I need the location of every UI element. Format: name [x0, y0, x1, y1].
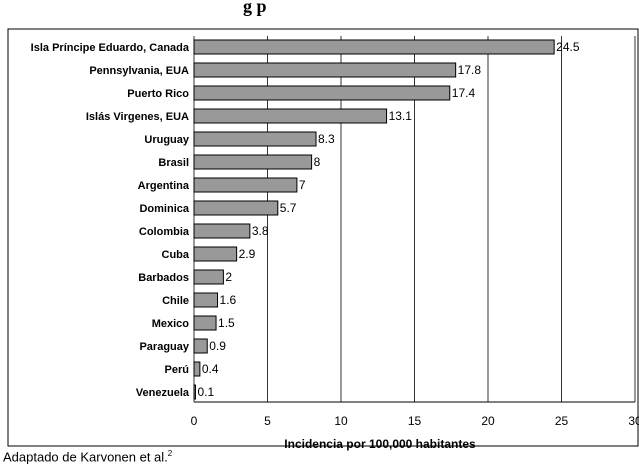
value-label: 17.8 [458, 63, 482, 77]
category-label: Uruguay [144, 134, 190, 146]
bar [193, 39, 555, 55]
x-axis-title: Incidencia por 100,000 habitantes [284, 437, 476, 451]
category-label: Islás Virgenes, EUA [86, 111, 189, 123]
x-tick-label: 5 [264, 414, 271, 428]
bar [193, 246, 238, 262]
bar [193, 200, 279, 216]
value-label: 5.7 [280, 201, 297, 215]
value-label: 1.5 [218, 316, 235, 330]
bar [193, 315, 217, 331]
x-tick-label: 20 [481, 414, 495, 428]
category-label: Brasil [158, 157, 189, 169]
plot-frame [7, 28, 639, 447]
value-label: 0.9 [209, 339, 226, 353]
bar [193, 384, 196, 400]
source-note: Adaptado de Karvonen et al.2 [3, 449, 172, 464]
value-label: 0.4 [202, 362, 219, 376]
category-label: Argentina [138, 180, 190, 192]
bar [193, 292, 219, 308]
bars [193, 39, 555, 400]
value-label: 1.6 [220, 293, 237, 307]
value-label: 0.1 [197, 385, 214, 399]
category-label: Cuba [162, 249, 190, 261]
value-label: 2 [225, 270, 232, 284]
bar [193, 177, 298, 193]
value-label: 13.1 [389, 109, 413, 123]
bar [193, 361, 201, 377]
category-label: Isla Príncipe Eduardo, Canada [31, 42, 190, 54]
x-tick-label: 10 [334, 414, 348, 428]
value-label: 17.4 [452, 86, 476, 100]
category-labels: Isla Príncipe Eduardo, Canada Pennsylvani… [31, 42, 190, 399]
category-label: Perú [165, 364, 189, 376]
x-tick-label: 0 [191, 414, 198, 428]
bar [193, 154, 313, 170]
bar [193, 338, 208, 354]
bar [193, 108, 388, 124]
x-tick-label: 25 [555, 414, 569, 428]
bar [193, 131, 317, 147]
category-label: Venezuela [136, 387, 190, 399]
category-label: Puerto Rico [127, 88, 189, 100]
bar [193, 269, 224, 285]
source-note-reference: 2 [167, 449, 173, 458]
category-label: Pennsylvania, EUA [89, 65, 189, 77]
x-tick-label: 30 [628, 414, 639, 428]
x-tick-labels: 0 5 10 15 20 25 30 [191, 414, 639, 428]
chart-title-fragment: g p [243, 0, 267, 16]
category-label: Barbados [138, 272, 189, 284]
value-label: 7 [299, 178, 306, 192]
value-label: 24.5 [556, 40, 580, 54]
value-label: 2.9 [239, 247, 256, 261]
category-label: Chile [162, 295, 189, 307]
bar [193, 62, 457, 78]
value-labels: 24.5 17.8 17.4 13.1 8.3 875.7 3.8 2.9 2 1.6 1.5 0.9… [197, 40, 579, 399]
category-label: Dominica [139, 203, 189, 215]
value-label: 8 [314, 155, 321, 169]
source-note-text: Adaptado de Karvonen et al. [3, 449, 168, 465]
category-label: Mexico [152, 318, 190, 330]
category-label: Colombia [139, 226, 190, 238]
value-label: 8.3 [318, 132, 335, 146]
value-label: 3.8 [252, 224, 269, 238]
x-tick-label: 15 [408, 414, 422, 428]
bar [193, 223, 251, 239]
bar [193, 85, 451, 101]
category-label: Paraguay [139, 341, 189, 353]
